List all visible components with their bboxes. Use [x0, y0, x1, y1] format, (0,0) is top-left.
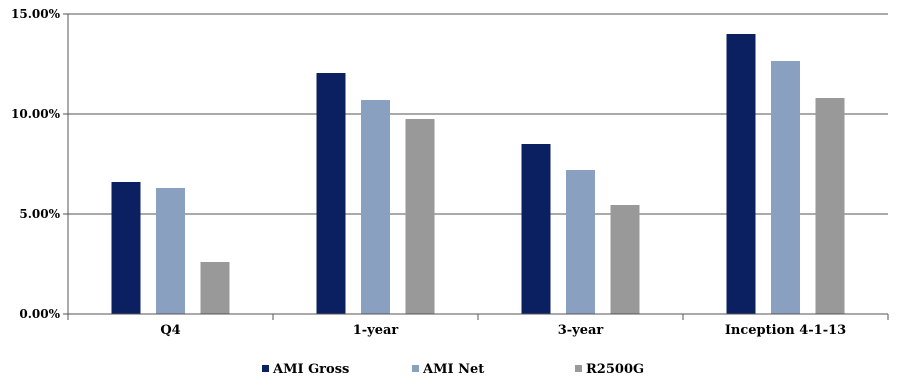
x-category-label: 3-year	[558, 323, 604, 338]
legend-swatch	[262, 365, 269, 372]
legend: AMI Gross AMI Net R2500G	[262, 362, 644, 377]
bar-ami-gross	[521, 144, 551, 314]
gridlines	[68, 13, 888, 215]
legend-swatch	[412, 365, 419, 372]
x-category-label: Inception 4-1-13	[725, 323, 846, 338]
bar-ami-net	[771, 61, 800, 314]
y-tick-label: 5.00%	[19, 207, 60, 221]
axes	[63, 13, 889, 320]
y-tick-label: 10.00%	[11, 107, 61, 121]
bar-ami-gross	[726, 34, 756, 314]
tick-labels: 0.00% 5.00% 10.00% 15.00% Q4 1-year 3-year Ince…	[11, 7, 846, 338]
legend-label: R2500G	[586, 362, 644, 377]
legend-label: AMI Gross	[272, 362, 349, 377]
bar-r2500g	[405, 119, 435, 314]
bar-ami-net	[156, 188, 185, 314]
bar-r2500g	[610, 205, 640, 314]
x-category-label: 1-year	[353, 323, 399, 338]
bar-ami-gross	[316, 73, 346, 314]
y-tick-label: 15.00%	[11, 7, 61, 21]
bar-ami-gross	[111, 182, 141, 314]
y-tick-label: 0.00%	[19, 307, 60, 321]
bar-r2500g	[815, 98, 845, 314]
legend-swatch	[575, 365, 582, 372]
legend-label: AMI Net	[422, 362, 484, 377]
bars	[111, 34, 845, 314]
x-category-label: Q4	[160, 323, 180, 338]
bar-r2500g	[200, 262, 230, 314]
bar-ami-net	[566, 170, 595, 314]
bar-ami-net	[361, 100, 390, 314]
